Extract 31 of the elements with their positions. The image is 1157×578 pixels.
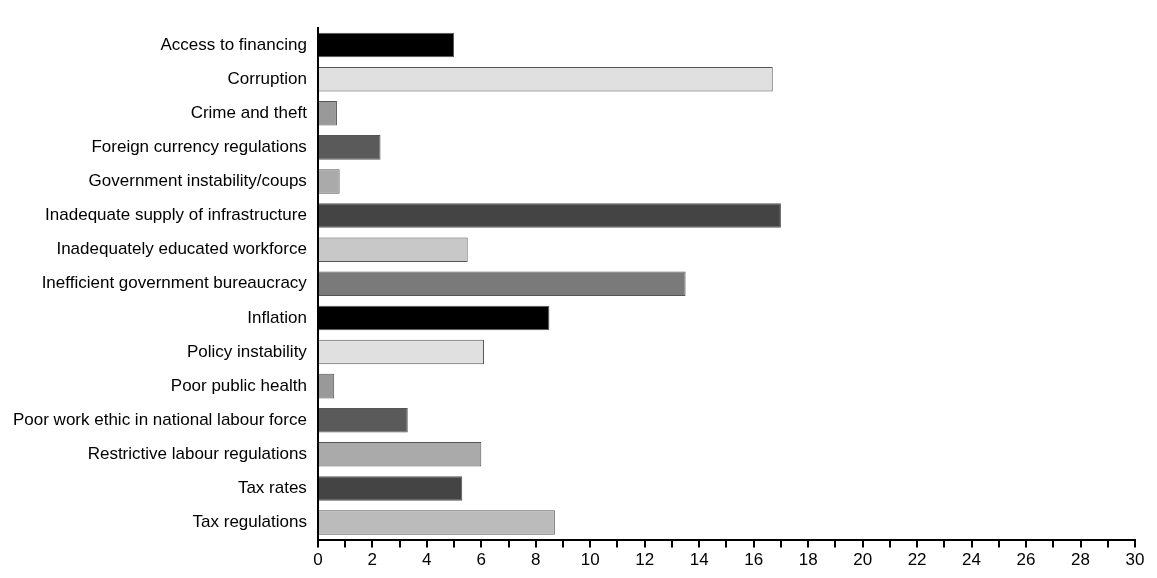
y-tick-label: Policy instability bbox=[186, 341, 308, 361]
y-tick-label: Access to financing bbox=[160, 34, 307, 54]
y-tick-label: Poor work ethic in national labour force bbox=[12, 409, 307, 429]
x-tick-label: 10 bbox=[580, 550, 600, 570]
x-tick-label: 0 bbox=[313, 550, 323, 570]
x-tick-label: 24 bbox=[962, 550, 982, 570]
x-tick-label: 16 bbox=[744, 550, 764, 570]
y-tick-label: Corruption bbox=[227, 68, 307, 88]
y-tick-label: Inflation bbox=[247, 307, 307, 327]
x-tick-label: 28 bbox=[1071, 550, 1090, 570]
y-tick-label: Crime and theft bbox=[190, 102, 308, 122]
y-tick-label: Tax regulations bbox=[192, 512, 307, 532]
x-tick-label: 20 bbox=[853, 550, 873, 570]
x-tick-label: 18 bbox=[798, 550, 818, 570]
x-tick-label: 26 bbox=[1016, 550, 1036, 570]
x-tick-label: 14 bbox=[689, 550, 709, 570]
y-tick-label: Poor public health bbox=[170, 375, 307, 395]
y-tick-label: Tax rates bbox=[237, 478, 307, 498]
y-tick-label: Restrictive labour regulations bbox=[87, 444, 307, 464]
x-tick-label: 4 bbox=[422, 550, 432, 570]
y-tick-label: Foreign currency regulations bbox=[91, 137, 307, 157]
y-tick-label: Inefficient government bureaucracy bbox=[41, 273, 308, 293]
x-tick-label: 8 bbox=[531, 550, 541, 570]
x-tick-label: 30 bbox=[1125, 550, 1145, 570]
y-tick-label: Inadequate supply of infrastructure bbox=[45, 205, 307, 225]
x-tick-label: 2 bbox=[367, 550, 378, 570]
x-tick-label: 12 bbox=[635, 550, 655, 570]
y-tick-label: Government instability/coups bbox=[88, 171, 307, 191]
x-tick-label: 6 bbox=[476, 550, 487, 570]
y-tick-label: Inadequately educated workforce bbox=[56, 239, 307, 259]
x-tick-label: 22 bbox=[907, 550, 927, 570]
